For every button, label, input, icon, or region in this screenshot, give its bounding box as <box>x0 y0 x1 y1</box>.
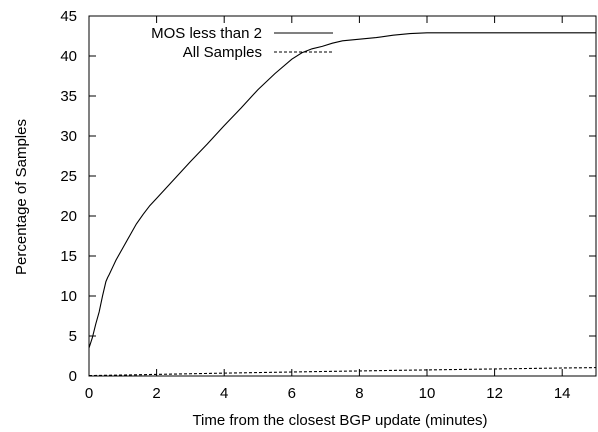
x-tick-label: 0 <box>85 385 93 402</box>
y-tick-label: 5 <box>69 328 77 345</box>
y-axis-title: Percentage of Samples <box>13 119 30 275</box>
series-line-1 <box>88 367 597 377</box>
legend-label-1: All Samples <box>183 44 262 61</box>
y-tick-label: 10 <box>60 288 77 305</box>
y-tick-label: 30 <box>60 128 77 145</box>
legend-label-0: MOS less than 2 <box>151 25 262 42</box>
x-tick-label: 12 <box>486 385 503 402</box>
x-tick-label: 8 <box>355 385 363 402</box>
x-axis-title: Time from the closest BGP update (minute… <box>192 412 487 429</box>
series-line-0 <box>88 32 596 349</box>
y-tick-label: 15 <box>60 248 77 265</box>
axis-ticks: 0 2 4 6 8 10 12 14 0 5 10 15 20 25 30 35 40 45 <box>60 8 596 402</box>
y-tick-label: 40 <box>60 48 77 65</box>
x-tick-label: 4 <box>220 385 228 402</box>
y-tick-label: 25 <box>60 168 77 185</box>
y-tick-label: 20 <box>60 208 77 225</box>
x-tick-label: 6 <box>288 385 296 402</box>
legend: MOS less than 2 All Samples <box>151 25 333 61</box>
x-tick-label: 10 <box>419 385 436 402</box>
x-tick-label: 14 <box>554 385 571 402</box>
plot-area <box>88 15 597 377</box>
series-lines <box>88 32 597 377</box>
x-tick-label: 2 <box>152 385 160 402</box>
plot-frame <box>88 15 597 377</box>
y-tick-label: 0 <box>69 368 77 385</box>
y-tick-label: 35 <box>60 88 77 105</box>
y-tick-label: 45 <box>60 8 77 25</box>
